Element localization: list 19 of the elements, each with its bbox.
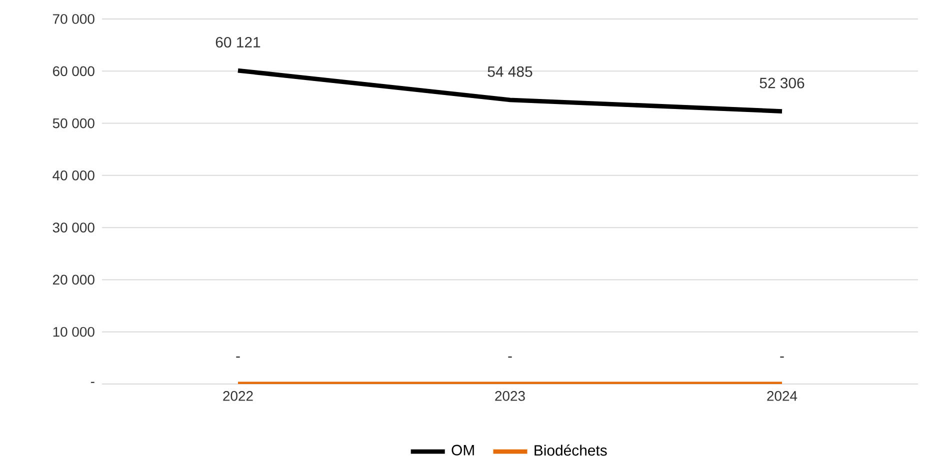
data-label: - [236,356,240,358]
x-tick-label: 2022 [223,391,253,401]
data-label: 60 121 [216,36,260,48]
y-tick-label: - [90,382,94,383]
data-label: 52 306 [760,78,804,88]
y-tick-label: 40 000 [52,170,94,180]
y-tick-label: 70 000 [53,14,94,24]
data-label: - [780,356,784,358]
x-tick-label: 2023 [495,391,525,401]
y-tick-label: 30 000 [52,222,94,232]
legend-label: Biodéchets [534,444,607,456]
legend-label: OM [452,444,474,456]
x-tick-label: 2024 [767,391,798,401]
data-label: 54 485 [488,66,532,77]
data-label: - [508,356,512,358]
y-tick-label: 20 000 [52,274,94,285]
y-tick-label: 50 000 [52,118,94,128]
y-tick-label: 60 000 [53,66,94,76]
y-tick-label: 10 000 [53,326,94,337]
